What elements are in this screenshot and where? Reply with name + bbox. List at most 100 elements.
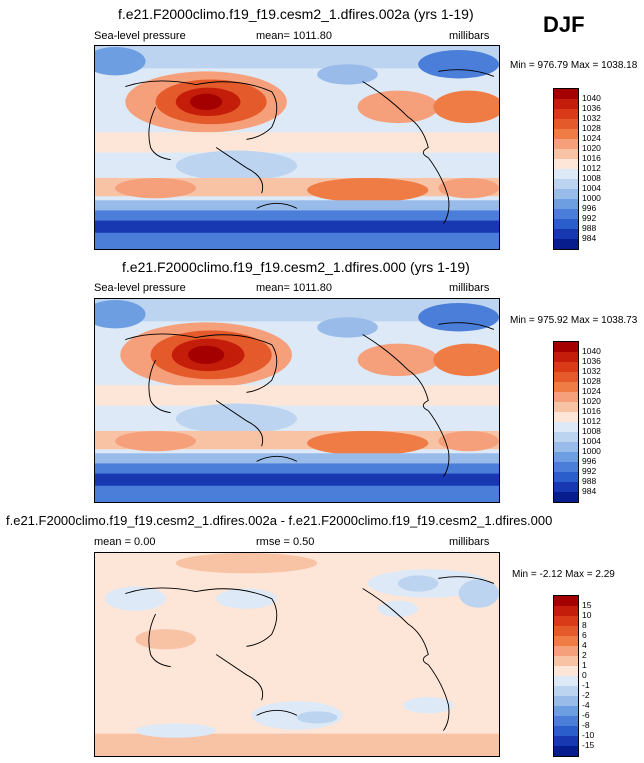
panel3-colorbar-swatch <box>554 636 578 646</box>
panel3-colorbar-tick: 2 <box>582 650 587 660</box>
panel2-colorbar-swatch <box>554 422 578 432</box>
panel3-colorbar-swatch <box>554 736 578 746</box>
panel3-colorbar-tick: 10 <box>582 610 592 620</box>
panel3-colorbar-tick: -8 <box>582 720 590 730</box>
panel3-colorbar-tick: 6 <box>582 630 587 640</box>
panel2-colorbar-tick: 996 <box>582 456 597 466</box>
panel1-colorbar-swatch <box>554 89 578 99</box>
panel3-colorbar-swatch <box>554 746 578 756</box>
panel3-colorbar-swatch <box>554 726 578 736</box>
panel2-colorbar-tick: 1036 <box>582 356 601 366</box>
panel3-units-label: millibars <box>449 536 490 548</box>
panel2-colorbar-swatch <box>554 392 578 402</box>
panel1-colorbar-tick: 1028 <box>582 123 601 133</box>
panel3-colorbar-tick: 8 <box>582 620 587 630</box>
panel1-colorbar-swatch <box>554 159 578 169</box>
panel2-variable-label: Sea-level pressure <box>94 282 186 294</box>
panel1-colorbar-tick: 1000 <box>582 193 601 203</box>
panel2-colorbar-swatch <box>554 492 578 502</box>
panel3-colorbar-swatch <box>554 626 578 636</box>
panel3-colorbar-swatch <box>554 656 578 666</box>
panel1-colorbar-swatch <box>554 199 578 209</box>
panel1-colorbar-swatch <box>554 149 578 159</box>
panel1-colorbar <box>553 88 579 250</box>
panel3-contour-field <box>95 553 499 756</box>
panel1-colorbar-swatch <box>554 99 578 109</box>
panel3-colorbar-tick: -10 <box>582 730 595 740</box>
panel2-colorbar-swatch <box>554 442 578 452</box>
panel2-colorbar <box>553 341 579 503</box>
panel3-colorbar-tick: 15 <box>582 600 592 610</box>
panel3-colorbar-swatch <box>554 666 578 676</box>
panel1-units-label: millibars <box>449 30 490 42</box>
panel3-colorbar-swatch <box>554 646 578 656</box>
panel1-colorbar-swatch <box>554 179 578 189</box>
panel1-colorbar-swatch <box>554 119 578 129</box>
panel2-mean-label: mean= 1011.80 <box>256 282 332 294</box>
panel1-colorbar-swatch <box>554 229 578 239</box>
panel3-colorbar-tick: -4 <box>582 700 590 710</box>
panel1-colorbar-tick: 1036 <box>582 103 601 113</box>
panel3-minmax: Min = -2.12 Max = 2.29 <box>512 569 615 580</box>
season-label: DJF <box>543 12 585 37</box>
panel1-colorbar-swatch <box>554 209 578 219</box>
panel1-colorbar-tick: 1020 <box>582 143 601 153</box>
panel2-colorbar-tick: 1008 <box>582 426 601 436</box>
panel2-colorbar-tick: 1032 <box>582 366 601 376</box>
panel2-colorbar-tick: 984 <box>582 486 597 496</box>
panel3-colorbar-tick: -2 <box>582 690 590 700</box>
panel1-colorbar-tick: 1024 <box>582 133 601 143</box>
panel3-mean-label: mean = 0.00 <box>94 536 156 548</box>
panel2-colorbar-tick: 1024 <box>582 386 601 396</box>
panel1-colorbar-swatch <box>554 129 578 139</box>
panel3-colorbar-swatch <box>554 686 578 696</box>
panel1-colorbar-tick: 992 <box>582 213 597 223</box>
panel2-colorbar-tick: 1004 <box>582 436 601 446</box>
panel3-colorbar-swatch <box>554 616 578 626</box>
panel2-colorbar-swatch <box>554 432 578 442</box>
panel1-title: f.e21.F2000climo.f19_f19.cesm2_1.dfires.… <box>118 6 474 22</box>
panel2-colorbar-tick: 1020 <box>582 396 601 406</box>
panel1-contour-field <box>95 46 499 249</box>
panel2-colorbar-tick: 1040 <box>582 346 601 356</box>
panel2-colorbar-swatch <box>554 452 578 462</box>
panel1-colorbar-tick: 1004 <box>582 183 601 193</box>
panel1-colorbar-tick: 988 <box>582 223 597 233</box>
panel3-colorbar-swatch <box>554 716 578 726</box>
panel3-colorbar-tick: -6 <box>582 710 590 720</box>
panel1-mean-label: mean= 1011.80 <box>256 30 332 42</box>
panel2-colorbar-tick: 1000 <box>582 446 601 456</box>
panel3-colorbar-tick: 4 <box>582 640 587 650</box>
panel3-colorbar-swatch <box>554 606 578 616</box>
panel2-contour-field <box>95 299 499 502</box>
panel1-colorbar-swatch <box>554 219 578 229</box>
panel1-colorbar-tick: 984 <box>582 233 597 243</box>
panel2-colorbar-tick: 988 <box>582 476 597 486</box>
panel2-minmax: Min = 975.92 Max = 1038.73 <box>510 315 638 326</box>
panel2-map <box>94 298 500 503</box>
panel1-colorbar-swatch <box>554 189 578 199</box>
panel2-units-label: millibars <box>449 282 490 294</box>
panel1-colorbar-tick: 1008 <box>582 173 601 183</box>
panel2-colorbar-swatch <box>554 412 578 422</box>
panel2-colorbar-tick: 992 <box>582 466 597 476</box>
panel1-colorbar-swatch <box>554 139 578 149</box>
panel2-colorbar-tick: 1016 <box>582 406 601 416</box>
panel1-colorbar-swatch <box>554 109 578 119</box>
panel3-title: f.e21.F2000climo.f19_f19.cesm2_1.dfires.… <box>6 513 553 528</box>
panel1-colorbar-tick: 996 <box>582 203 597 213</box>
panel1-map <box>94 45 500 250</box>
panel1-colorbar-tick: 1016 <box>582 153 601 163</box>
panel3-colorbar-swatch <box>554 696 578 706</box>
panel2-colorbar-swatch <box>554 342 578 352</box>
panel1-colorbar-tick: 1032 <box>582 113 601 123</box>
panel1-variable-label: Sea-level pressure <box>94 30 186 42</box>
panel1-colorbar-tick: 1012 <box>582 163 601 173</box>
panel1-colorbar-tick: 1040 <box>582 93 601 103</box>
panel2-colorbar-swatch <box>554 482 578 492</box>
panel3-colorbar <box>553 595 579 757</box>
panel3-colorbar-swatch <box>554 706 578 716</box>
panel3-map <box>94 552 500 757</box>
panel3-colorbar-swatch <box>554 596 578 606</box>
panel2-colorbar-tick: 1028 <box>582 376 601 386</box>
